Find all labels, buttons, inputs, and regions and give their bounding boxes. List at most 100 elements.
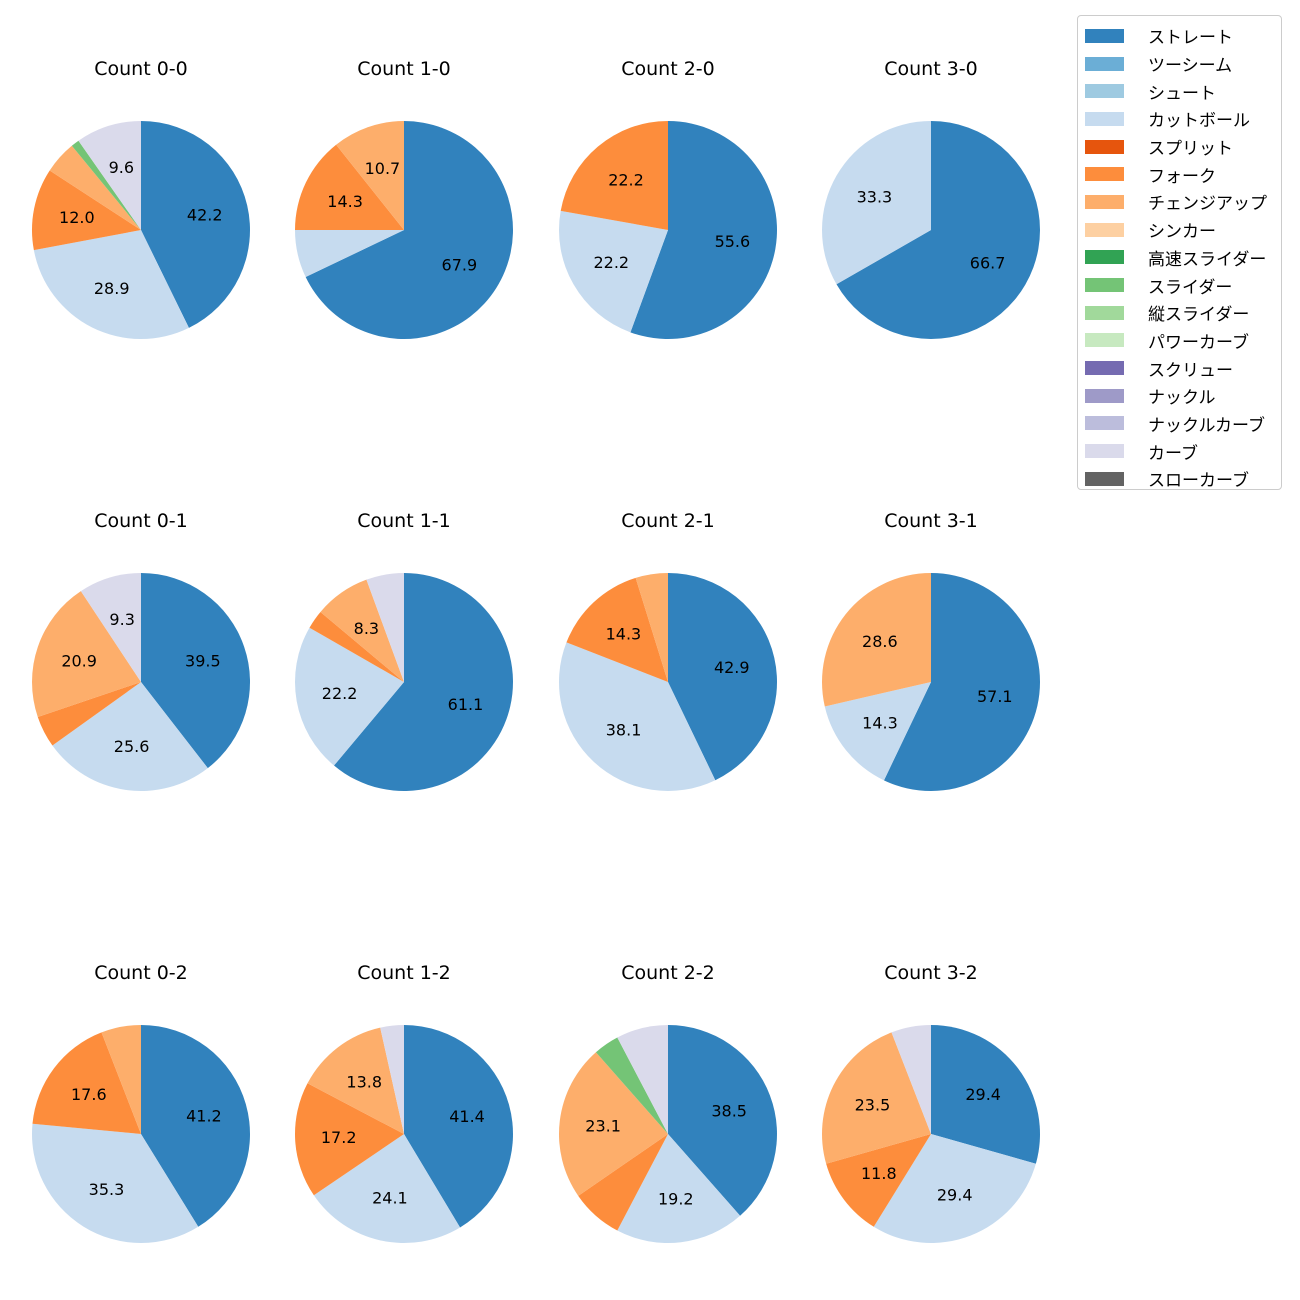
pie-slice xyxy=(380,1025,404,1134)
pie-slice xyxy=(404,1025,513,1228)
legend-label: ナックルカーブ xyxy=(1148,415,1265,436)
pie-chart: Count 2-2 38.5 19.2 23.1 xyxy=(558,962,777,1243)
pie-chart: Count 3-2 29.4 29.4 11.8 23.5 xyxy=(822,962,1040,1243)
pie-slice xyxy=(566,577,668,682)
legend-swatch xyxy=(1085,471,1124,486)
slice-label: 19.2 xyxy=(658,1189,694,1208)
pie-slice xyxy=(578,1134,668,1231)
legend-swatch xyxy=(1085,305,1124,320)
slice-label: 29.4 xyxy=(937,1185,973,1204)
pie-slice xyxy=(336,121,404,230)
slice-label: 22.2 xyxy=(608,170,644,189)
legend-item: カーブ xyxy=(1085,437,1281,465)
pie-slice xyxy=(366,573,404,682)
pie-chart: Count 2-0 55.6 22.2 22.2 xyxy=(558,58,778,339)
legend-swatch xyxy=(1085,167,1124,182)
pie-slice xyxy=(630,120,778,339)
slice-label: 14.3 xyxy=(327,192,363,211)
pie-slice xyxy=(52,682,208,792)
pie-slice xyxy=(37,682,141,746)
pie-title: Count 0-1 xyxy=(94,510,188,532)
pie-title: Count 3-1 xyxy=(884,510,978,532)
pie-title: Count 1-2 xyxy=(357,962,451,984)
legend-swatch xyxy=(1085,139,1124,154)
legend-label: スライダー xyxy=(1148,277,1233,298)
pie-slice xyxy=(617,1134,741,1243)
slice-label: 29.4 xyxy=(965,1085,1001,1104)
legend-item: スライダー xyxy=(1085,271,1281,299)
legend-label: スローカーブ xyxy=(1148,471,1249,492)
slice-label: 9.6 xyxy=(109,158,134,177)
legend-item: カットボール xyxy=(1085,105,1281,133)
pie-chart: Count 1-2 41.4 24.1 17.2 13.8 xyxy=(295,962,513,1243)
pie-chart: Count 0-2 41.2 35.3 17.6 xyxy=(31,962,250,1244)
legend-item: 高速スライダー xyxy=(1085,244,1281,272)
slice-label: 23.5 xyxy=(855,1095,891,1114)
legend-label: ストレート xyxy=(1148,28,1233,49)
pie-slice xyxy=(931,1025,1040,1164)
slice-label: 23.1 xyxy=(585,1117,621,1136)
legend-label: スプリット xyxy=(1148,139,1233,160)
slice-label: 22.2 xyxy=(593,253,629,272)
legend: ストレート ツーシーム シュート カットボール スプリット フォーク チェンジアップ シンカー… xyxy=(1077,15,1282,492)
slice-label: 9.3 xyxy=(109,610,134,629)
pie-slice xyxy=(333,573,513,791)
slice-label: 61.1 xyxy=(448,695,484,714)
pie-chart: Count 3-1 57.1 14.3 28.6 xyxy=(822,510,1041,791)
pie-slice xyxy=(822,121,931,285)
legend-swatch xyxy=(1085,361,1124,376)
pie-slice xyxy=(668,1025,777,1216)
slice-label: 57.1 xyxy=(977,687,1013,706)
pie-chart: Count 1-1 61.1 22.2 8.3 xyxy=(294,510,513,791)
legend-swatch xyxy=(1085,194,1124,209)
pie-slice xyxy=(873,1134,1036,1243)
legend-item: スプリット xyxy=(1085,133,1281,161)
slice-label: 22.2 xyxy=(322,684,358,703)
pie-slice xyxy=(836,120,1041,339)
slice-label: 12.0 xyxy=(59,208,95,227)
pie-title: Count 1-1 xyxy=(357,510,451,532)
legend-label: フォーク xyxy=(1148,166,1216,187)
pie-slice xyxy=(31,1123,199,1244)
pie-slice xyxy=(294,627,404,766)
pie-slice xyxy=(891,1025,931,1134)
slice-label: 67.9 xyxy=(442,255,478,274)
legend-item: シンカー xyxy=(1085,216,1281,244)
legend-item: フォーク xyxy=(1085,160,1281,188)
slice-label: 11.8 xyxy=(861,1164,897,1183)
legend-swatch xyxy=(1085,111,1124,126)
legend-swatch xyxy=(1085,444,1124,459)
slice-label: 42.2 xyxy=(187,206,223,225)
slice-label: 39.5 xyxy=(185,651,221,670)
slice-label: 20.9 xyxy=(61,651,97,670)
legend-swatch xyxy=(1085,333,1124,348)
pie-slice xyxy=(80,573,141,682)
pie-chart: Count 3-0 66.7 33.3 xyxy=(822,58,1041,339)
pie-slice xyxy=(31,170,141,251)
legend-swatch xyxy=(1085,416,1124,431)
pie-title: Count 0-0 xyxy=(94,58,188,80)
legend-swatch xyxy=(1085,222,1124,237)
slice-label: 41.2 xyxy=(186,1107,222,1126)
pie-slice xyxy=(32,1032,142,1134)
pie-slice xyxy=(320,579,404,682)
pie-title: Count 3-2 xyxy=(884,962,978,984)
pie-slice xyxy=(295,1083,404,1196)
slice-label: 55.6 xyxy=(715,232,751,251)
pie-slice xyxy=(595,1037,668,1134)
slice-label: 17.6 xyxy=(71,1085,107,1104)
pie-slice xyxy=(824,682,931,781)
pie-slice xyxy=(32,591,141,717)
legend-item: ツーシーム xyxy=(1085,50,1281,78)
pie-title: Count 2-2 xyxy=(621,962,715,984)
pie-slice xyxy=(635,573,668,682)
legend-swatch xyxy=(1085,56,1124,71)
slice-label: 41.4 xyxy=(449,1107,485,1126)
pie-slice xyxy=(558,1052,668,1196)
legend-label: ナックル xyxy=(1148,388,1216,409)
slice-label: 66.7 xyxy=(970,253,1006,272)
pie-title: Count 1-0 xyxy=(357,58,451,80)
pie-slice xyxy=(141,1025,250,1227)
pie-slice xyxy=(295,144,404,230)
slice-label: 25.6 xyxy=(114,737,150,756)
